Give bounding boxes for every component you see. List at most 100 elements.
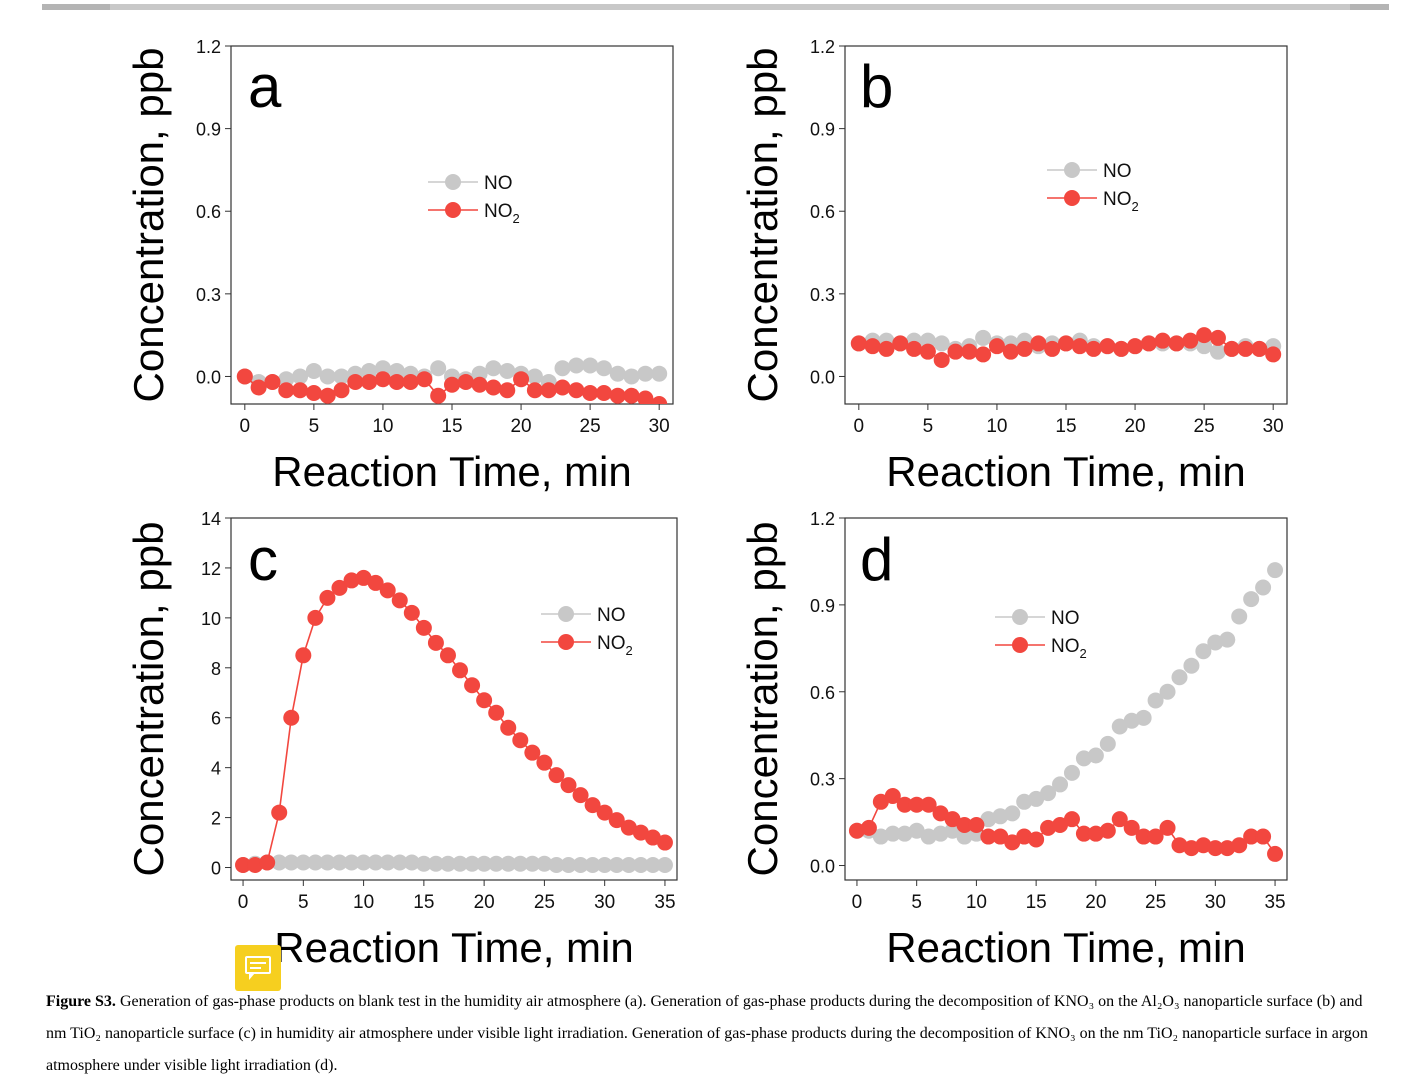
- data-point-no2: [968, 816, 985, 833]
- top-rule-left-segment: [42, 4, 110, 10]
- data-point-no2: [595, 384, 612, 401]
- x-tick-label: 10: [372, 416, 393, 437]
- x-tick-label: 20: [1124, 416, 1145, 437]
- data-point-no2: [1183, 840, 1200, 857]
- data-point-no2: [278, 382, 295, 399]
- data-point-no2: [1154, 332, 1171, 349]
- data-point-no2: [283, 709, 300, 726]
- data-point-no2: [1140, 335, 1157, 352]
- data-point-no: [391, 854, 408, 871]
- data-point-no2: [988, 338, 1005, 355]
- comment-note-icon[interactable]: [235, 945, 281, 991]
- data-point-no2: [582, 384, 599, 401]
- data-point-no2: [391, 592, 408, 609]
- data-point-no: [1004, 805, 1021, 822]
- data-point-no2: [513, 371, 530, 388]
- chart-panel-b: 0 5 10 15 20 25 30 0.0 0.3 0.6 0.9 1.2 Reaction Time…: [739, 37, 1288, 495]
- top-rule-right-segment: [1350, 4, 1389, 10]
- data-point-no: [271, 854, 288, 871]
- data-point-no2: [331, 579, 348, 596]
- caption-text: Generation of gas-phase products on blan…: [46, 993, 1368, 1074]
- data-point-no2: [305, 384, 322, 401]
- panel-letter: d: [860, 526, 893, 593]
- legend-marker: [1064, 190, 1080, 206]
- series-no2: [235, 569, 673, 874]
- caption-label: Figure S3.: [46, 993, 116, 1010]
- data-point-no2: [860, 819, 877, 836]
- x-tick-label: 30: [649, 416, 670, 437]
- x-tick-label: 15: [1026, 892, 1047, 913]
- data-point-no2: [236, 368, 253, 385]
- data-point-no2: [1030, 335, 1047, 352]
- plot-area: [236, 357, 668, 404]
- data-point-no2: [1004, 834, 1021, 851]
- data-point-no2: [1058, 335, 1074, 352]
- y-tick-label: 14: [201, 509, 221, 529]
- data-point-no2: [1195, 837, 1212, 854]
- data-point-no: [944, 822, 961, 839]
- data-point-no2: [896, 796, 913, 813]
- data-point-no2: [379, 582, 396, 599]
- y-tick-label: 0.9: [810, 596, 835, 616]
- data-point-no: [920, 828, 937, 845]
- data-point-no: [872, 828, 889, 845]
- data-point-no: [526, 368, 543, 385]
- y-tick-label: 0.0: [196, 367, 221, 387]
- data-point-no: [572, 857, 589, 874]
- data-point-no: [956, 828, 973, 845]
- y-tick-label: 0.6: [810, 683, 835, 703]
- data-point-no2: [884, 788, 901, 805]
- legend-marker: [1012, 637, 1028, 653]
- data-point-no: [560, 857, 577, 874]
- data-point-no2: [1196, 327, 1213, 344]
- data-point-no2: [848, 822, 865, 839]
- data-point-no: [637, 365, 654, 382]
- data-point-no2: [250, 379, 267, 396]
- data-point-no: [919, 332, 936, 349]
- series-no2: [236, 368, 668, 404]
- x-tick-label: 20: [510, 416, 531, 437]
- data-point-no: [596, 857, 613, 874]
- data-point-no: [656, 857, 673, 874]
- data-point-no: [430, 360, 447, 377]
- chart-panel-d: 0 5 10 15 20 25 30 35 0.0 0.3 0.6 0.9 1.2 Reaction Ti…: [739, 509, 1288, 971]
- data-point-no2: [892, 335, 909, 352]
- data-point-no: [644, 857, 661, 874]
- y-tick-label: 0: [211, 859, 221, 879]
- data-point-no: [632, 857, 649, 874]
- data-point-no2: [439, 647, 456, 664]
- data-point-no2: [361, 373, 378, 390]
- data-point-no2: [1265, 346, 1282, 363]
- legend: NO NO2: [428, 173, 520, 226]
- data-point-no2: [488, 704, 505, 721]
- data-point-no2: [1071, 338, 1088, 355]
- data-point-no2: [584, 797, 601, 814]
- data-point-no: [452, 855, 469, 872]
- data-point-no: [278, 371, 295, 388]
- x-tick-label: 5: [923, 416, 934, 437]
- x-tick-label: 20: [474, 892, 495, 913]
- data-point-no: [500, 855, 517, 872]
- data-point-no: [1243, 591, 1260, 608]
- data-point-no2: [259, 854, 276, 871]
- x-tick-label: 25: [1145, 892, 1166, 913]
- data-point-no: [388, 362, 405, 379]
- x-axis-title: Reaction Time, min: [886, 924, 1245, 971]
- data-point-no2: [485, 379, 502, 396]
- data-point-no2: [1028, 831, 1045, 848]
- data-point-no: [1209, 343, 1226, 360]
- data-point-no: [403, 854, 420, 871]
- data-point-no2: [1135, 828, 1152, 845]
- data-point-no: [1231, 608, 1248, 625]
- data-point-no2: [343, 572, 360, 589]
- data-point-no: [1052, 776, 1069, 793]
- data-point-no: [488, 855, 505, 872]
- data-point-no2: [235, 857, 252, 874]
- data-point-no: [651, 365, 668, 382]
- data-point-no: [355, 854, 372, 871]
- data-point-no: [608, 857, 625, 874]
- data-point-no: [1063, 764, 1080, 781]
- data-point-no2: [295, 647, 312, 664]
- x-axis-title: Reaction Time, min: [886, 448, 1245, 495]
